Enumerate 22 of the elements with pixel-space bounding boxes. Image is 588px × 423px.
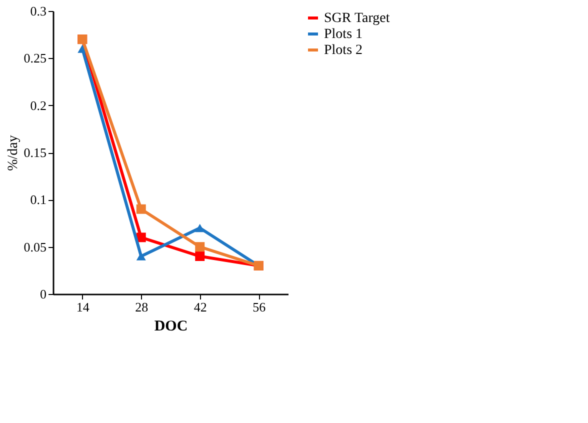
x-axis-title: DOC <box>154 318 188 334</box>
point <box>195 242 205 252</box>
y-tick-label: 0.3 <box>30 4 46 18</box>
y-tick-label: 0.2 <box>30 98 46 113</box>
legend-label: Plots 1 <box>324 27 363 42</box>
point <box>195 252 205 262</box>
x-tick-label: 42 <box>194 300 207 314</box>
x-tick-label: 28 <box>135 300 148 314</box>
y-tick-label: 0 <box>40 286 46 302</box>
legend-label: SGR Target <box>324 11 390 26</box>
point <box>136 252 146 260</box>
legend-label: Plots 2 <box>324 43 363 58</box>
x-tick-label: 56 <box>252 300 266 314</box>
y-tick-label: 0.05 <box>24 239 46 254</box>
y-tick-label: 0.15 <box>24 145 46 160</box>
y-axis-title: %/day <box>6 135 21 171</box>
point <box>136 204 146 214</box>
point <box>195 224 205 232</box>
point <box>136 232 146 242</box>
x-tick-label: 14 <box>76 300 90 314</box>
y-tick-label: 0.25 <box>24 50 46 66</box>
y-tick-label: 0.1 <box>30 192 46 208</box>
